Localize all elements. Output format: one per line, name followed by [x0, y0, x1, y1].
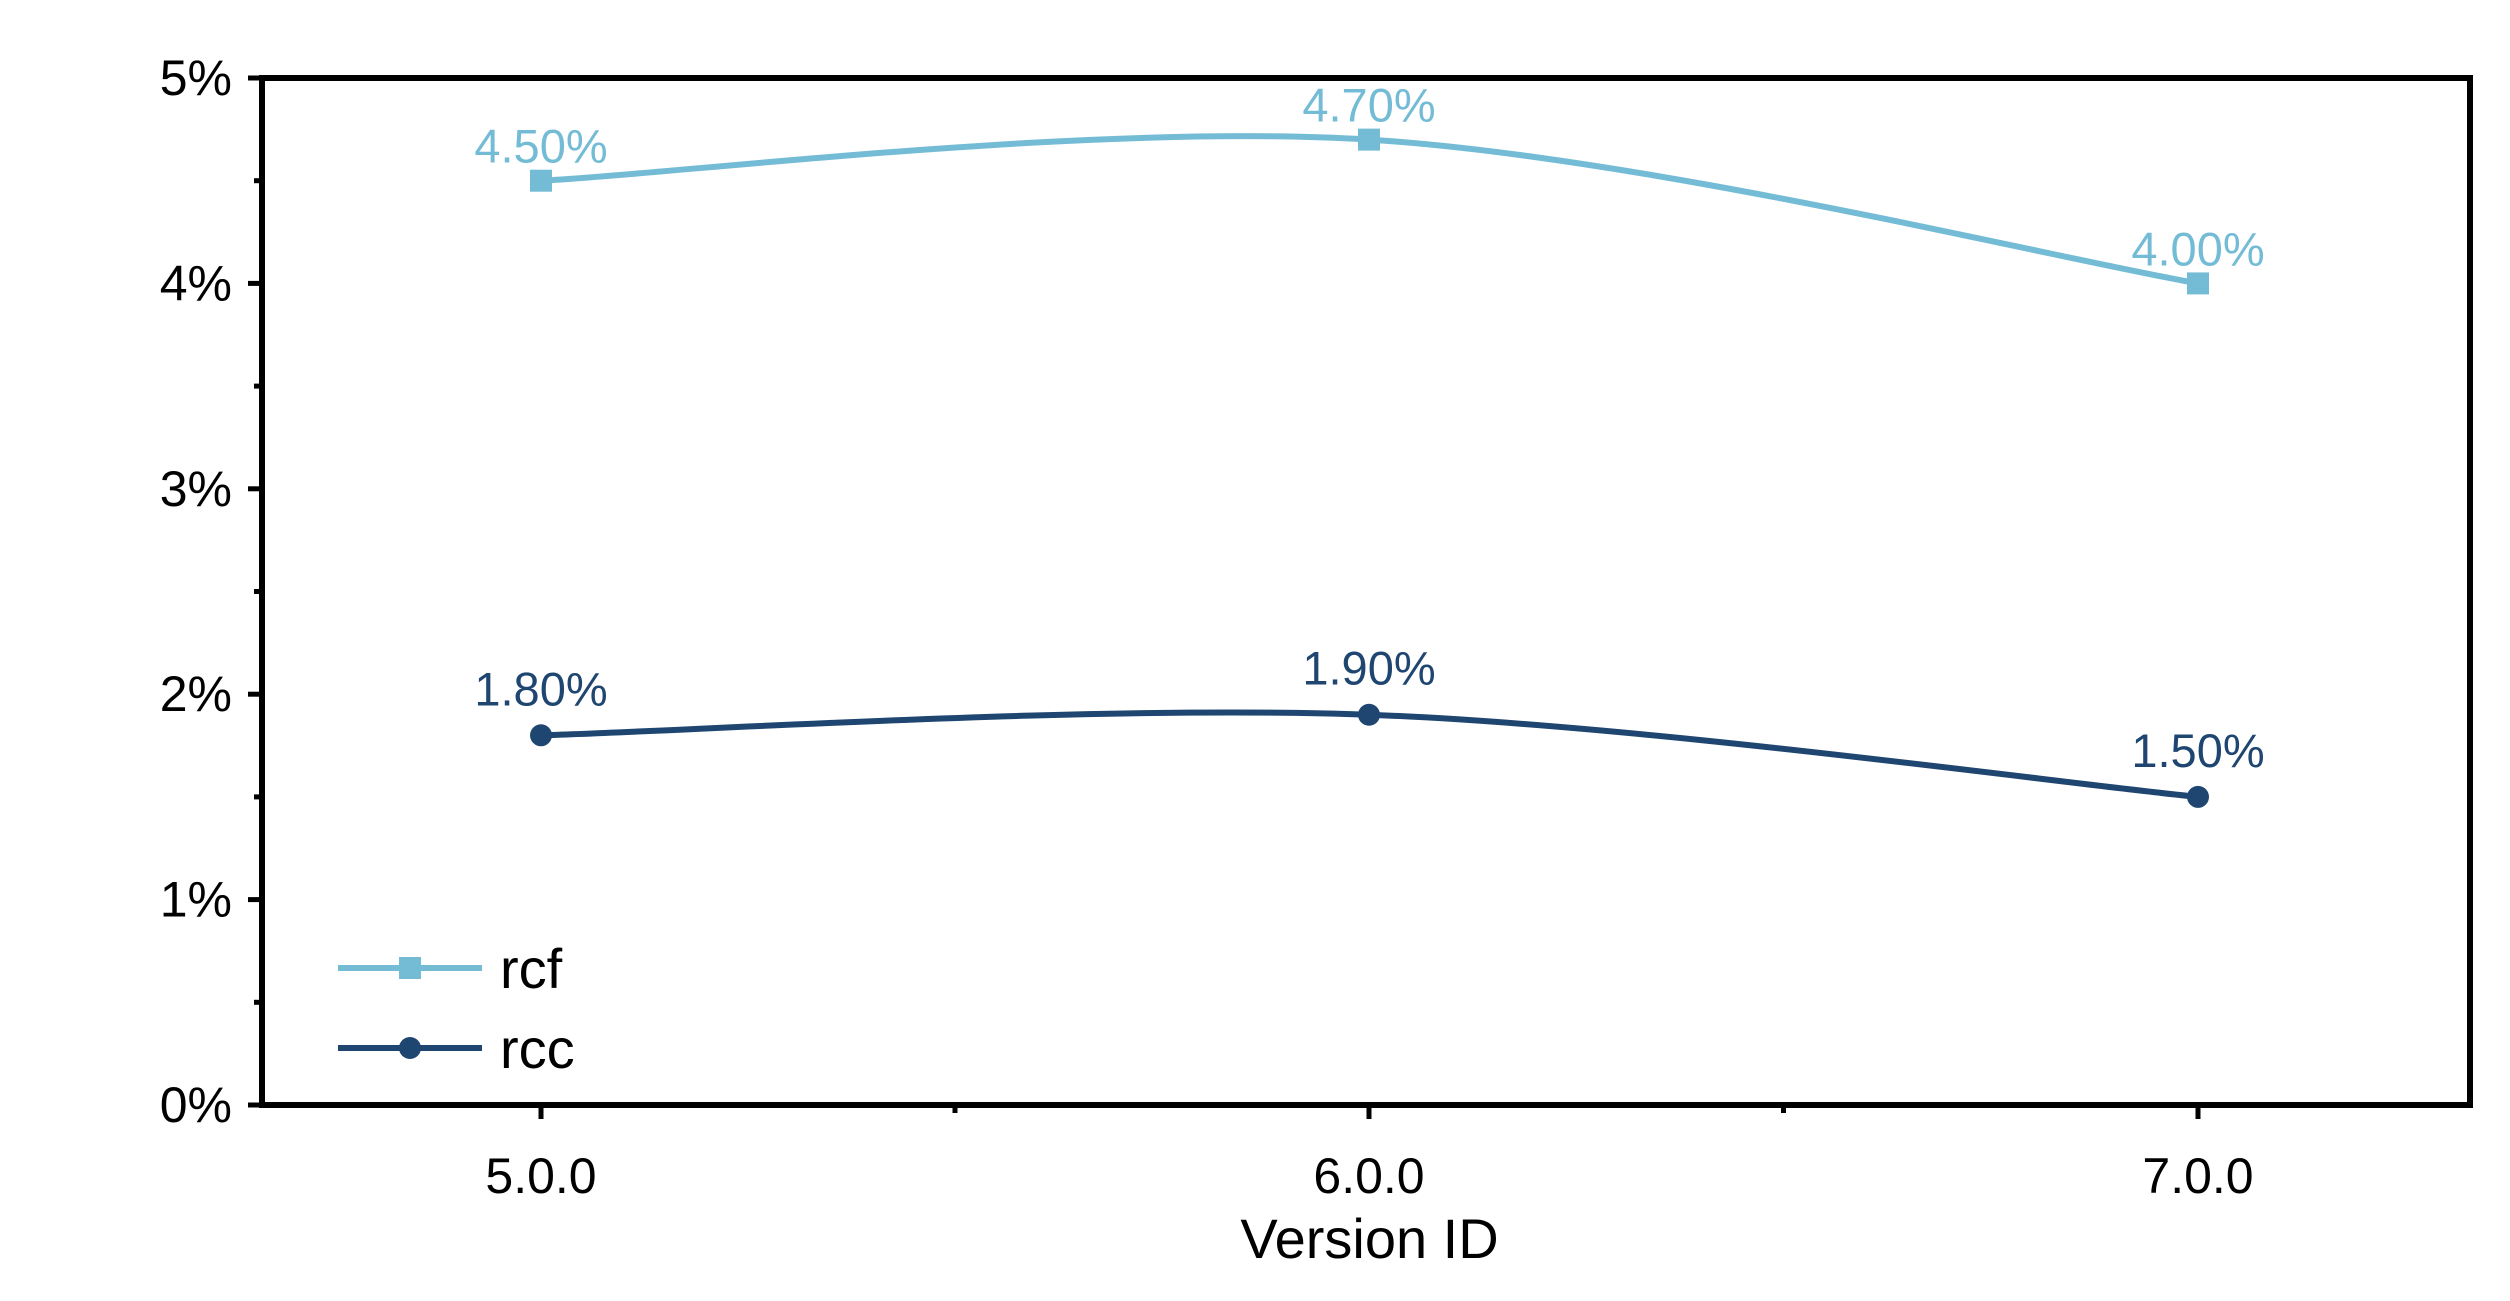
y-tick-label: 5% — [160, 50, 232, 106]
data-point-rcf — [1358, 128, 1380, 151]
legend-marker-rcf — [399, 957, 421, 979]
data-point-rcf — [530, 169, 552, 192]
series-group — [530, 128, 2209, 808]
data-point-rcc — [1358, 703, 1380, 726]
legend: rcf rcc — [338, 937, 575, 1080]
data-label-rcf: 4.50% — [474, 120, 607, 173]
legend-label-rcc: rcc — [500, 1017, 575, 1080]
axes-group: 0% 1% 2% 3% 4% 5% 5.0.0 6.0.0 7.0.0 — [160, 50, 2473, 1204]
data-labels-group: 4.50% 4.70% 4.00% 1.80% 1.90% 1.50% — [474, 79, 2264, 777]
x-tick-label: 7.0.0 — [2142, 1148, 2253, 1204]
x-tick-label: 5.0.0 — [485, 1148, 596, 1204]
data-label-rcf: 4.70% — [1302, 79, 1435, 132]
y-tick-label: 1% — [160, 872, 232, 928]
data-point-rcf — [2187, 272, 2209, 295]
y-tick-label: 2% — [160, 666, 232, 722]
legend-label-rcf: rcf — [500, 937, 563, 1000]
x-tick-label: 6.0.0 — [1313, 1148, 1424, 1204]
data-point-rcc — [2187, 785, 2209, 808]
series-line-rcf — [540, 133, 2199, 287]
y-tick-label: 0% — [160, 1077, 232, 1133]
x-axis-title: Version ID — [1240, 1207, 1498, 1270]
legend-marker-rcc — [399, 1037, 421, 1059]
data-label-rcc: 1.50% — [2131, 724, 2264, 777]
data-label-rcf: 4.00% — [2131, 222, 2264, 275]
data-label-rcc: 1.90% — [1302, 642, 1435, 695]
y-tick-label: 4% — [160, 255, 232, 311]
data-point-rcc — [530, 724, 552, 747]
y-tick-label: 3% — [160, 461, 232, 517]
data-label-rcc: 1.80% — [474, 662, 607, 715]
